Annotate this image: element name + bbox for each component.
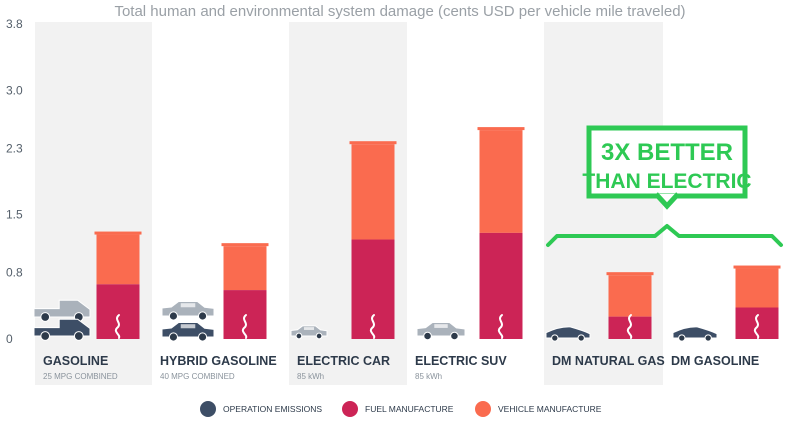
callout-line1: 3X BETTER: [601, 139, 733, 166]
legend-swatch: [342, 401, 358, 417]
legend-label: FUEL MANUFACTURE: [365, 404, 454, 414]
category-sublabel: 85 kWh: [297, 372, 324, 381]
vehicle-icons: [33, 299, 718, 342]
legend-item: FUEL MANUFACTURE: [342, 401, 454, 417]
category-label: ELECTRIC CAR: [297, 354, 390, 368]
bar-vehicle-manufacture: [96, 234, 140, 285]
bar-stack: [349, 141, 397, 339]
flame-icon: [114, 314, 121, 339]
category-label: DM NATURAL GAS: [552, 354, 665, 368]
flame-icon: [753, 314, 760, 339]
callout-line2: THAN ELECTRIC: [582, 170, 751, 193]
bar-cap: [221, 243, 269, 247]
category-label: GASOLINE: [43, 354, 108, 368]
bar-fuel-manufacture: [223, 290, 267, 339]
bar-cap: [733, 265, 781, 269]
bar-stack: [606, 272, 654, 339]
bar-cap: [606, 272, 654, 276]
flame-icon: [497, 314, 504, 339]
bars: [94, 127, 781, 339]
bar-cap: [94, 231, 142, 235]
bar-cap: [349, 141, 397, 145]
y-tick-label: 2.3: [6, 141, 23, 155]
electric-car-icon: [290, 325, 328, 340]
bar-fuel-manufacture: [96, 284, 140, 339]
bar-vehicle-manufacture: [223, 246, 267, 291]
flame-icon: [626, 314, 633, 339]
callout-pointer: [654, 192, 680, 210]
category-labels: GASOLINE 25 MPG COMBINED HYBRID GASOLINE 40…: [43, 354, 759, 381]
callout-bracket: [546, 224, 783, 247]
category-label: ELECTRIC SUV: [415, 354, 507, 368]
legend-item: VEHICLE MANUFACTURE: [475, 401, 602, 417]
y-tick-label: 3.8: [6, 17, 23, 31]
category-label: HYBRID GASOLINE: [160, 354, 277, 368]
bar-vehicle-manufacture: [608, 275, 652, 317]
callout: 3X BETTER THAN ELECTRIC: [546, 125, 783, 247]
bar-stack: [733, 265, 781, 339]
bar-vehicle-manufacture: [351, 144, 395, 240]
bar-stack: [477, 127, 525, 339]
chart-title: Total human and environmental system dam…: [114, 3, 685, 20]
y-tick-label: 0: [6, 332, 13, 346]
legend-swatch: [475, 401, 491, 417]
legend-item: OPERATION EMISSIONS: [200, 401, 322, 417]
flame-icon: [369, 314, 376, 339]
pickup-truck-icon: [33, 318, 91, 341]
bar-stack: [221, 243, 269, 339]
category-sublabel: 40 MPG COMBINED: [160, 372, 235, 381]
flame-icon: [241, 314, 248, 339]
sedan-icon: [161, 300, 215, 321]
gasoline-car-icon: [672, 326, 718, 342]
bar-cap: [477, 127, 525, 131]
y-tick-label: 1.5: [6, 208, 23, 222]
sedan-icon: [161, 321, 215, 342]
legend-label: OPERATION EMISSIONS: [223, 404, 322, 414]
legend-label: VEHICLE MANUFACTURE: [498, 404, 602, 414]
electric-suv-icon: [416, 322, 466, 341]
y-tick-label: 0.8: [6, 266, 23, 280]
legend-swatch: [200, 401, 216, 417]
category-sublabel: 85 kWh: [415, 372, 442, 381]
legend: OPERATION EMISSIONS FUEL MANUFACTURE VEHIC…: [200, 401, 602, 417]
y-tick-label: 3.0: [6, 83, 23, 97]
category-sublabel: 25 MPG COMBINED: [43, 372, 118, 381]
natural-gas-car-icon: [545, 326, 591, 342]
bar-vehicle-manufacture: [735, 268, 779, 308]
category-label: DM GASOLINE: [671, 354, 759, 368]
bar-vehicle-manufacture: [479, 130, 523, 233]
category-bands: [35, 22, 800, 385]
y-axis: 0 0.8 1.5 2.3 3.0 3.8: [6, 17, 23, 346]
bar-stack: [94, 231, 142, 339]
